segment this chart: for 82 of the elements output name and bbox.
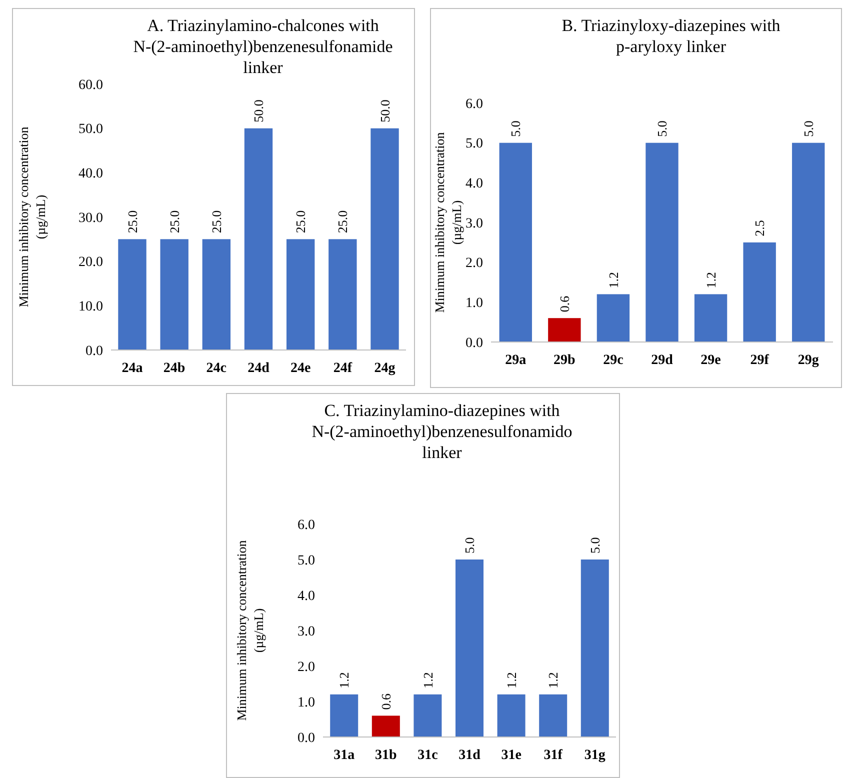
data-label: 0.6 bbox=[378, 692, 394, 710]
data-label: 25.0 bbox=[208, 210, 224, 234]
y-tick-label: 5.0 bbox=[466, 136, 483, 152]
data-label: 25.0 bbox=[166, 210, 182, 234]
y-tick-label: 6.0 bbox=[298, 518, 315, 533]
y-axis-title: Minimum inhibitory concentration (µg/mL) bbox=[432, 132, 464, 313]
y-tick-label: 0.0 bbox=[298, 730, 315, 746]
data-label: 1.2 bbox=[504, 672, 519, 688]
y-tick-label: 0.0 bbox=[466, 336, 483, 351]
chart-title: B. Triazinyloxy-diazepines with p-aryloxy linker bbox=[562, 16, 781, 56]
x-tick-label: 24e bbox=[290, 361, 311, 376]
x-tick-label: 29d bbox=[651, 353, 674, 368]
x-tick-label: 31e bbox=[501, 748, 522, 763]
data-label: 2.5 bbox=[752, 220, 768, 236]
data-label: 50.0 bbox=[251, 100, 266, 122]
bar bbox=[539, 694, 568, 737]
y-tick-label: 3.0 bbox=[466, 216, 483, 232]
x-tick-label: 31a bbox=[334, 748, 355, 763]
x-tick-label: 24d bbox=[248, 361, 270, 376]
chart-title: C. Triazinylamino-diazepines with N-(2-aminoethyl)benzenesulfonamido linker bbox=[312, 401, 572, 462]
chart-title: A. Triazinylamino-chalcones with N-(2-aminoethyl)benzenesulfonamide linker bbox=[133, 16, 393, 77]
y-tick-label: 5.0 bbox=[298, 553, 315, 568]
y-tick-label: 6.0 bbox=[466, 96, 483, 112]
x-tick-label: 31g bbox=[584, 748, 606, 763]
y-tick-label: 20.0 bbox=[78, 255, 103, 270]
y-tick-label: 2.0 bbox=[466, 256, 483, 272]
data-label: 1.2 bbox=[703, 272, 718, 288]
x-tick-label: 24f bbox=[333, 361, 352, 376]
y-tick-label: 3.0 bbox=[298, 624, 315, 640]
bar bbox=[548, 318, 581, 342]
bar bbox=[456, 560, 484, 737]
data-label: 1.2 bbox=[546, 672, 561, 688]
x-tick-label: 31b bbox=[375, 748, 398, 763]
y-tick-label: 40.0 bbox=[78, 166, 103, 182]
data-label: 0.6 bbox=[556, 295, 572, 312]
x-tick-label: 31f bbox=[544, 748, 563, 763]
bar bbox=[372, 716, 400, 737]
y-tick-label: 30.0 bbox=[78, 210, 103, 226]
y-tick-label: 1.0 bbox=[466, 296, 483, 312]
bar bbox=[414, 694, 442, 737]
data-label: 1.2 bbox=[420, 672, 436, 688]
x-tick-label: 24c bbox=[206, 361, 227, 376]
data-label: 25.0 bbox=[293, 210, 308, 234]
y-tick-label: 1.0 bbox=[298, 695, 315, 710]
data-label: 5.0 bbox=[654, 120, 670, 137]
bar bbox=[580, 560, 609, 737]
data-label: 1.2 bbox=[606, 272, 621, 288]
x-tick-label: 31c bbox=[418, 748, 438, 763]
bar bbox=[497, 694, 526, 737]
y-tick-label: 10.0 bbox=[78, 300, 103, 315]
bar bbox=[743, 242, 776, 342]
bar bbox=[694, 294, 728, 342]
x-tick-label: 24a bbox=[122, 361, 143, 376]
y-tick-label: 60.0 bbox=[78, 78, 103, 93]
data-label: 25.0 bbox=[335, 210, 350, 234]
data-label: 5.0 bbox=[800, 120, 816, 137]
data-label: 1.2 bbox=[336, 672, 352, 688]
bar bbox=[596, 294, 630, 342]
y-tick-label: 0.0 bbox=[86, 344, 103, 359]
bar bbox=[646, 142, 678, 342]
y-tick-label: 2.0 bbox=[298, 660, 315, 675]
data-label: 5.0 bbox=[508, 120, 524, 137]
x-tick-label: 24b bbox=[163, 361, 186, 376]
y-tick-label: 4.0 bbox=[466, 176, 483, 192]
x-tick-label: 29e bbox=[700, 353, 721, 368]
data-label: 50.0 bbox=[377, 100, 392, 122]
bar bbox=[792, 142, 825, 342]
x-tick-label: 29f bbox=[750, 353, 770, 368]
x-tick-label: 29g bbox=[798, 353, 819, 368]
x-tick-label: 29b bbox=[554, 353, 576, 368]
y-tick-label: 4.0 bbox=[298, 588, 315, 604]
y-axis-title: Minimum inhibitory concentration (µg/mL) bbox=[16, 126, 48, 308]
y-axis-title: Minimum inhibitory concentration (µg/mL) bbox=[234, 540, 266, 721]
y-tick-label: 50.0 bbox=[78, 122, 103, 138]
data-label: 25.0 bbox=[124, 210, 140, 234]
bar bbox=[499, 142, 532, 342]
bar bbox=[330, 694, 358, 737]
x-tick-label: 31d bbox=[458, 748, 481, 763]
x-tick-label: 29a bbox=[505, 353, 526, 368]
x-tick-label: 24g bbox=[374, 361, 396, 376]
x-tick-label: 29c bbox=[603, 353, 624, 368]
data-label: 5.0 bbox=[587, 537, 602, 554]
